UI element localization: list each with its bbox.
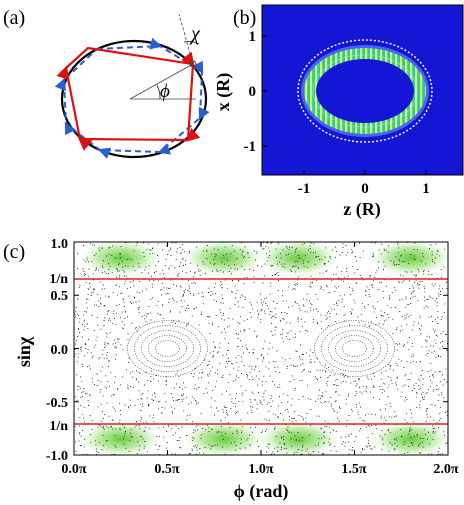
poincare-scatter bbox=[74, 242, 448, 455]
phase-space-bg bbox=[74, 242, 448, 455]
panel-c: (c) 0.0π 0.5π 1.0π 1.5π 2.0π 1.0 0.5 0.0… bbox=[3, 237, 459, 502]
c-ytick: 0.0 bbox=[51, 343, 69, 358]
panel-b-ticks bbox=[262, 35, 427, 175]
stable-orbit-ring bbox=[141, 330, 194, 367]
panel-c-label: (c) bbox=[3, 241, 25, 263]
chaotic-island bbox=[183, 421, 264, 455]
c-ylabel: sinχ bbox=[14, 336, 34, 367]
stable-orbit-ring bbox=[148, 335, 187, 362]
stable-orbit-ring bbox=[134, 325, 201, 372]
panel-a: (a) ϕ χ bbox=[3, 7, 206, 157]
c-ytick-critical: 1/n bbox=[49, 419, 68, 434]
b-ylabel: x (R) bbox=[213, 73, 234, 112]
b-ytick: 1 bbox=[249, 29, 257, 45]
phi-symbol: ϕ bbox=[160, 81, 170, 102]
chaotic-island bbox=[80, 421, 161, 455]
c-xtick: 0.5π bbox=[154, 462, 180, 477]
c-xlabel: ϕ (rad) bbox=[234, 481, 289, 502]
poincare-points bbox=[74, 242, 448, 455]
phi-arc bbox=[156, 84, 161, 100]
ray-orbit-solid bbox=[66, 46, 193, 140]
normal-line bbox=[178, 13, 194, 65]
panel-c-ticks bbox=[73, 241, 449, 456]
panel-b: (b) -1 0 1 1 0 -1 z (R) x (R) bbox=[213, 4, 464, 220]
chi-arc bbox=[183, 40, 200, 45]
panel-b-label: (b) bbox=[233, 7, 256, 29]
b-ytick: -1 bbox=[244, 139, 257, 155]
stable-orbit-ring bbox=[155, 340, 180, 357]
b-xtick: -1 bbox=[298, 181, 311, 197]
stable-orbit-ring bbox=[314, 320, 395, 377]
chaotic-island bbox=[80, 242, 161, 276]
b-ytick: 0 bbox=[249, 84, 257, 100]
mode-inner-edge bbox=[312, 54, 418, 128]
panel-a-label: (a) bbox=[3, 7, 25, 29]
chaotic-island bbox=[258, 242, 339, 276]
stable-orbit-ring bbox=[342, 340, 367, 357]
c-ytick: 1.0 bbox=[51, 237, 69, 252]
stable-orbit-ring bbox=[127, 320, 208, 377]
c-ytick: 0.5 bbox=[51, 289, 69, 304]
stable-orbits bbox=[127, 320, 395, 377]
chaotic-island bbox=[370, 421, 448, 455]
c-xtick: 1.0π bbox=[248, 462, 274, 477]
b-xlabel: z (R) bbox=[343, 199, 380, 220]
chaotic-island bbox=[183, 242, 264, 276]
stable-orbit-ring bbox=[335, 335, 374, 362]
mode-inner bbox=[316, 59, 414, 123]
stable-orbit-ring bbox=[321, 325, 388, 372]
chaotic-island bbox=[258, 421, 339, 455]
c-xtick: 2.0π bbox=[433, 462, 459, 477]
c-ytick: -1.0 bbox=[46, 449, 68, 464]
b-xtick: 1 bbox=[422, 181, 430, 197]
c-ytick-critical: 1/n bbox=[49, 272, 68, 287]
c-ytick: -0.5 bbox=[46, 396, 68, 411]
b-xtick: 0 bbox=[361, 181, 369, 197]
radius-line bbox=[129, 63, 194, 100]
cavity-outline bbox=[297, 39, 433, 143]
chaotic-islands bbox=[80, 242, 448, 455]
stable-orbit-ring bbox=[328, 330, 381, 367]
chi-symbol: χ bbox=[189, 23, 201, 45]
chaotic-island bbox=[370, 242, 448, 276]
c-xtick: 1.5π bbox=[341, 462, 367, 477]
reflection-point bbox=[189, 60, 197, 68]
c-xtick: 0.0π bbox=[61, 462, 87, 477]
